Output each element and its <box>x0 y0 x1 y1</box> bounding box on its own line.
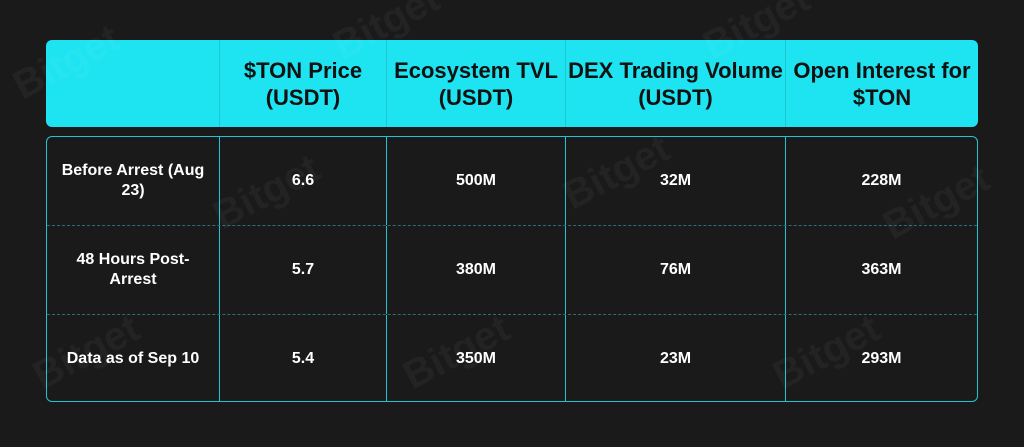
tvl-value: 500M <box>387 137 566 225</box>
ton-price-value: 6.6 <box>220 137 387 225</box>
tvl-value: 380M <box>387 226 566 314</box>
header-cell-ton-price: $TON Price (USDT) <box>220 40 387 127</box>
dex-volume-value: 32M <box>566 137 786 225</box>
ton-price-value: 5.4 <box>220 315 387 401</box>
dex-volume-value: 76M <box>566 226 786 314</box>
open-interest-value: 363M <box>861 261 902 278</box>
table-row: 48 Hours Post-Arrest 5.7 380M 76M 363M <box>47 226 977 315</box>
tvl-value: 350M <box>387 315 566 401</box>
open-interest-value: 293M <box>861 350 902 367</box>
header-cell-dex-volume: DEX Trading Volume (USDT) <box>566 40 786 127</box>
header-cell-open-interest: Open Interest for $TON <box>793 57 971 110</box>
row-label: 48 Hours Post-Arrest <box>47 226 220 314</box>
row-label: Before Arrest (Aug 23) <box>47 137 220 225</box>
ton-price-value: 5.7 <box>220 226 387 314</box>
header-cell-empty <box>46 40 220 127</box>
table-row: Data as of Sep 10 5.4 350M 23M 293M <box>47 315 977 401</box>
table-header: $TON Price (USDT) Ecosystem TVL (USDT) D… <box>46 40 978 127</box>
dex-volume-value: 23M <box>566 315 786 401</box>
header-cell-ecosystem-tvl: Ecosystem TVL (USDT) <box>387 40 566 127</box>
row-label: Data as of Sep 10 <box>47 315 220 401</box>
open-interest-value: 228M <box>861 172 902 189</box>
table-row: Before Arrest (Aug 23) 6.6 500M 32M 228M <box>47 137 977 226</box>
table-body: Before Arrest (Aug 23) 6.6 500M 32M 228M… <box>46 136 978 402</box>
